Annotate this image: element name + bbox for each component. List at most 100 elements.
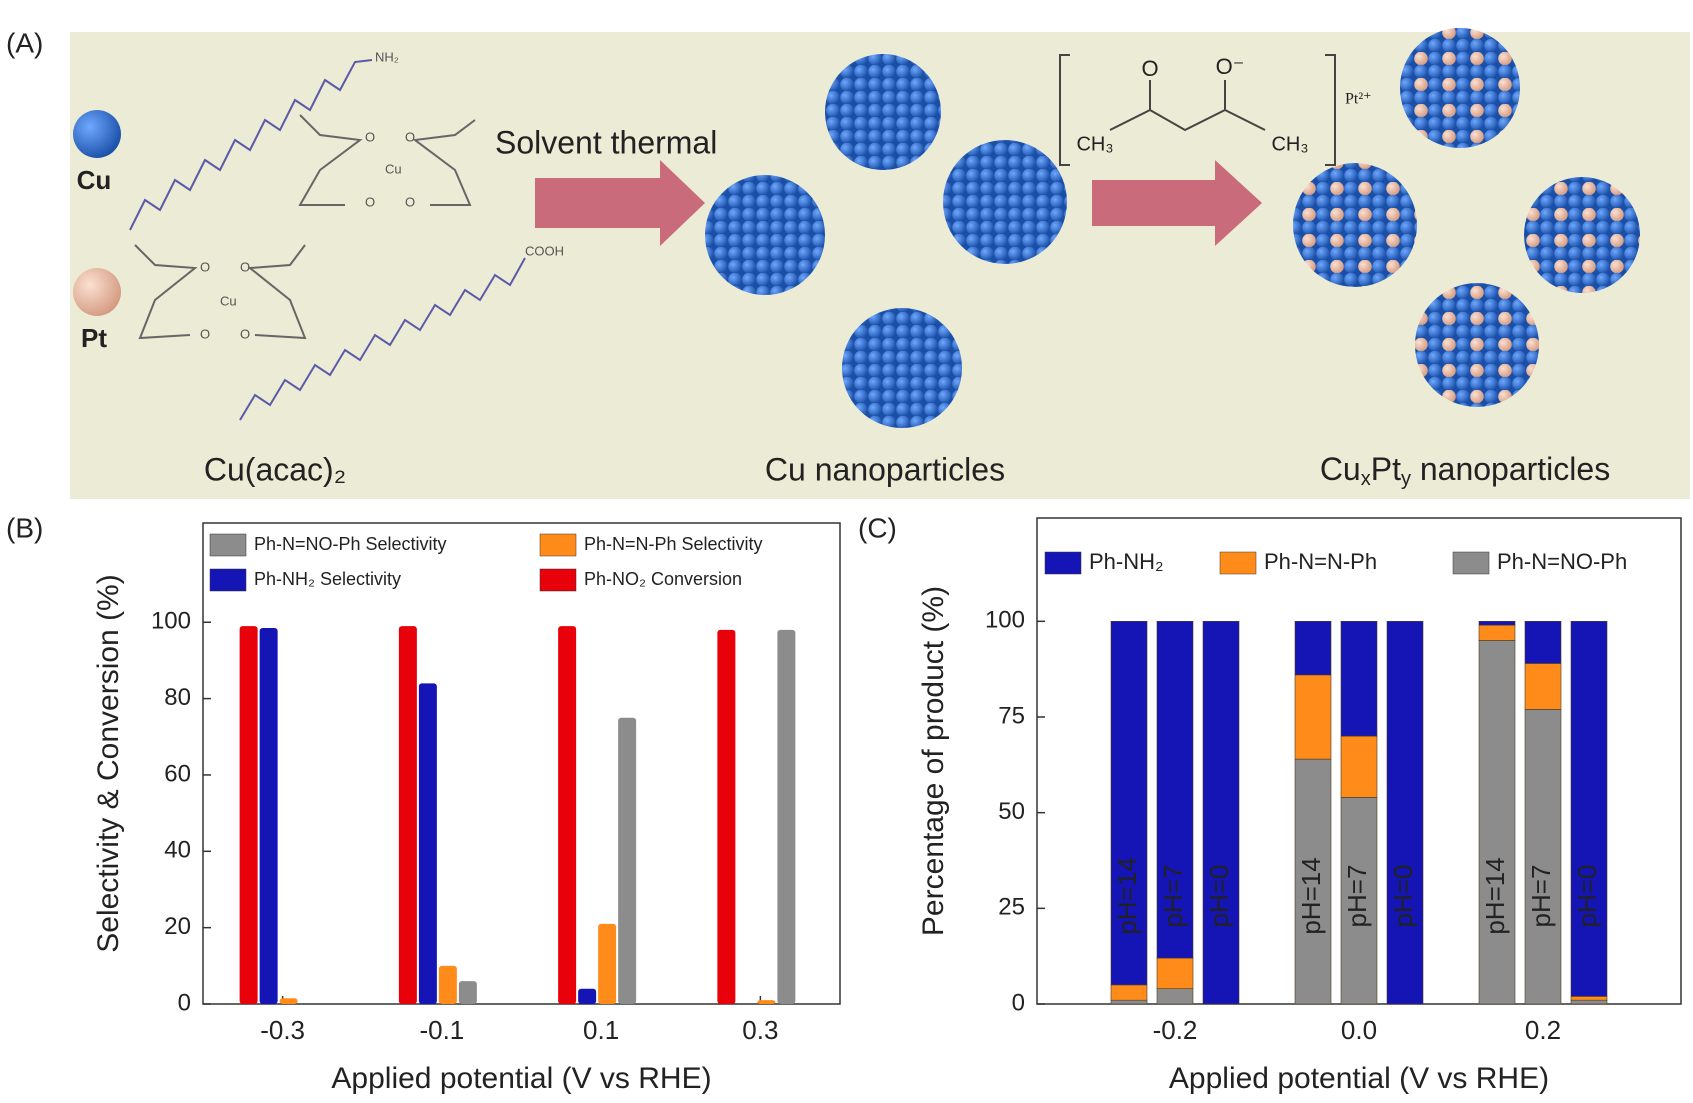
x-tick-label: -0.3 — [260, 1015, 305, 1045]
cupt-nanoparticle — [1415, 283, 1539, 407]
cupt-nanoparticle — [1400, 28, 1520, 148]
atom-label: CH₃ — [1076, 133, 1113, 155]
cu-nanoparticle — [705, 175, 825, 295]
bar-label: pH=0 — [1572, 865, 1602, 928]
bar-label: pH=14 — [1112, 857, 1142, 934]
cu-nanoparticle — [842, 308, 962, 428]
bar-segment — [1110, 621, 1148, 986]
bar-label: pH=7 — [1158, 865, 1188, 928]
legend-label: Ph-N=NO-Ph — [1497, 549, 1627, 574]
legend-label: Ph-NH₂ — [1089, 549, 1164, 574]
atom-label: O — [240, 326, 250, 341]
x-tick-label: -0.1 — [419, 1015, 464, 1045]
ion-label: Pt²⁺ — [1345, 91, 1372, 108]
atom-label: O — [405, 129, 415, 144]
bar-segment — [1156, 957, 1194, 989]
cupt-nanoparticle — [1293, 163, 1417, 287]
caption: Cu(acac)₂ — [204, 451, 346, 487]
legend-swatch — [539, 568, 577, 592]
chain-end: NH₂ — [375, 49, 399, 64]
bar — [418, 683, 437, 1004]
bar-label: pH=14 — [1480, 857, 1510, 934]
y-tick-label: 100 — [151, 608, 191, 635]
caption: Cu nanoparticles — [765, 451, 1005, 487]
legend-swatch — [1219, 551, 1257, 575]
atom-label: O — [1141, 56, 1158, 81]
y-axis-title: Percentage of product (%) — [917, 586, 950, 936]
bar-label: pH=0 — [1204, 865, 1234, 928]
atom-label: O — [365, 194, 375, 209]
bar-segment — [1294, 621, 1332, 676]
x-tick-label: 0.1 — [583, 1015, 619, 1045]
x-axis-title: Applied potential (V vs RHE) — [331, 1062, 711, 1095]
bar-segment — [1156, 621, 1194, 959]
cu-nanoparticle — [825, 54, 941, 170]
y-tick-label: 60 — [164, 760, 191, 787]
pt-atom — [73, 268, 121, 316]
legend-swatch — [209, 568, 247, 592]
bar — [578, 988, 597, 1004]
bar-segment — [1524, 709, 1562, 1005]
bar-segment — [1294, 758, 1332, 1005]
bar — [717, 629, 736, 1004]
bar-segment — [1478, 624, 1516, 641]
panel-label: (A) — [6, 27, 43, 58]
bar — [259, 627, 278, 1004]
x-axis-title: Applied potential (V vs RHE) — [1169, 1062, 1549, 1095]
y-tick-label: 100 — [985, 607, 1025, 634]
legend-swatch — [1044, 551, 1082, 575]
bar-label: pH=14 — [1296, 857, 1326, 934]
y-tick-label: 20 — [164, 913, 191, 940]
atom-label: O — [405, 194, 415, 209]
bar-label: pH=7 — [1526, 865, 1556, 928]
cupt-nanoparticle — [1524, 177, 1640, 293]
bar-segment — [1386, 621, 1424, 1005]
step-label: Solvent thermal — [495, 124, 717, 160]
pt-acac-structure — [1059, 54, 1336, 166]
cu-nanoparticle — [943, 140, 1067, 264]
y-tick-label: 50 — [998, 798, 1025, 825]
bar — [777, 629, 796, 1004]
bar — [438, 965, 457, 1004]
bar-segment — [1294, 674, 1332, 760]
plot-frame — [202, 522, 841, 1005]
x-tick-label: 0.2 — [1525, 1015, 1561, 1045]
alkyl-chains — [129, 59, 526, 421]
y-tick-label: 75 — [998, 702, 1025, 729]
legend-label: Ph-N=NO-Ph Selectivity — [254, 534, 447, 554]
y-tick-label: 0 — [1012, 989, 1025, 1016]
y-tick-label: 80 — [164, 684, 191, 711]
bar-segment — [1478, 621, 1516, 626]
bar — [398, 626, 417, 1004]
bar-segment — [1110, 999, 1148, 1005]
bar — [757, 1000, 776, 1004]
bar-segment — [1202, 621, 1240, 1005]
arrow — [535, 160, 705, 246]
y-tick-label: 40 — [164, 837, 191, 864]
x-tick-label: -0.2 — [1153, 1015, 1198, 1045]
bar-segment — [1340, 735, 1378, 798]
bar — [598, 923, 617, 1004]
chain-end: COOH — [525, 243, 564, 258]
y-tick-label: 0 — [178, 989, 191, 1016]
cu-acac-complex — [134, 114, 476, 340]
bar — [239, 626, 258, 1004]
atom-label: O — [200, 326, 210, 341]
bar — [458, 981, 477, 1004]
y-axis-title: Selectivity & Conversion (%) — [92, 574, 125, 952]
pt-label: Pt — [81, 323, 107, 353]
bar-segment — [1570, 621, 1608, 997]
legend-swatch — [209, 533, 247, 557]
panel-label: (B) — [6, 512, 43, 543]
bar-segment — [1156, 988, 1194, 1005]
atom-label: O⁻ — [1216, 54, 1245, 79]
legend-label: Ph-N=N-Ph — [1264, 549, 1377, 574]
panel-label: (C) — [858, 512, 897, 543]
bar-segment — [1340, 797, 1378, 1005]
atom-label: Cu — [220, 293, 237, 308]
bar-segment — [1524, 663, 1562, 710]
bar — [618, 717, 637, 1004]
x-tick-label: 0.0 — [1341, 1015, 1377, 1045]
atom-label: O — [365, 129, 375, 144]
